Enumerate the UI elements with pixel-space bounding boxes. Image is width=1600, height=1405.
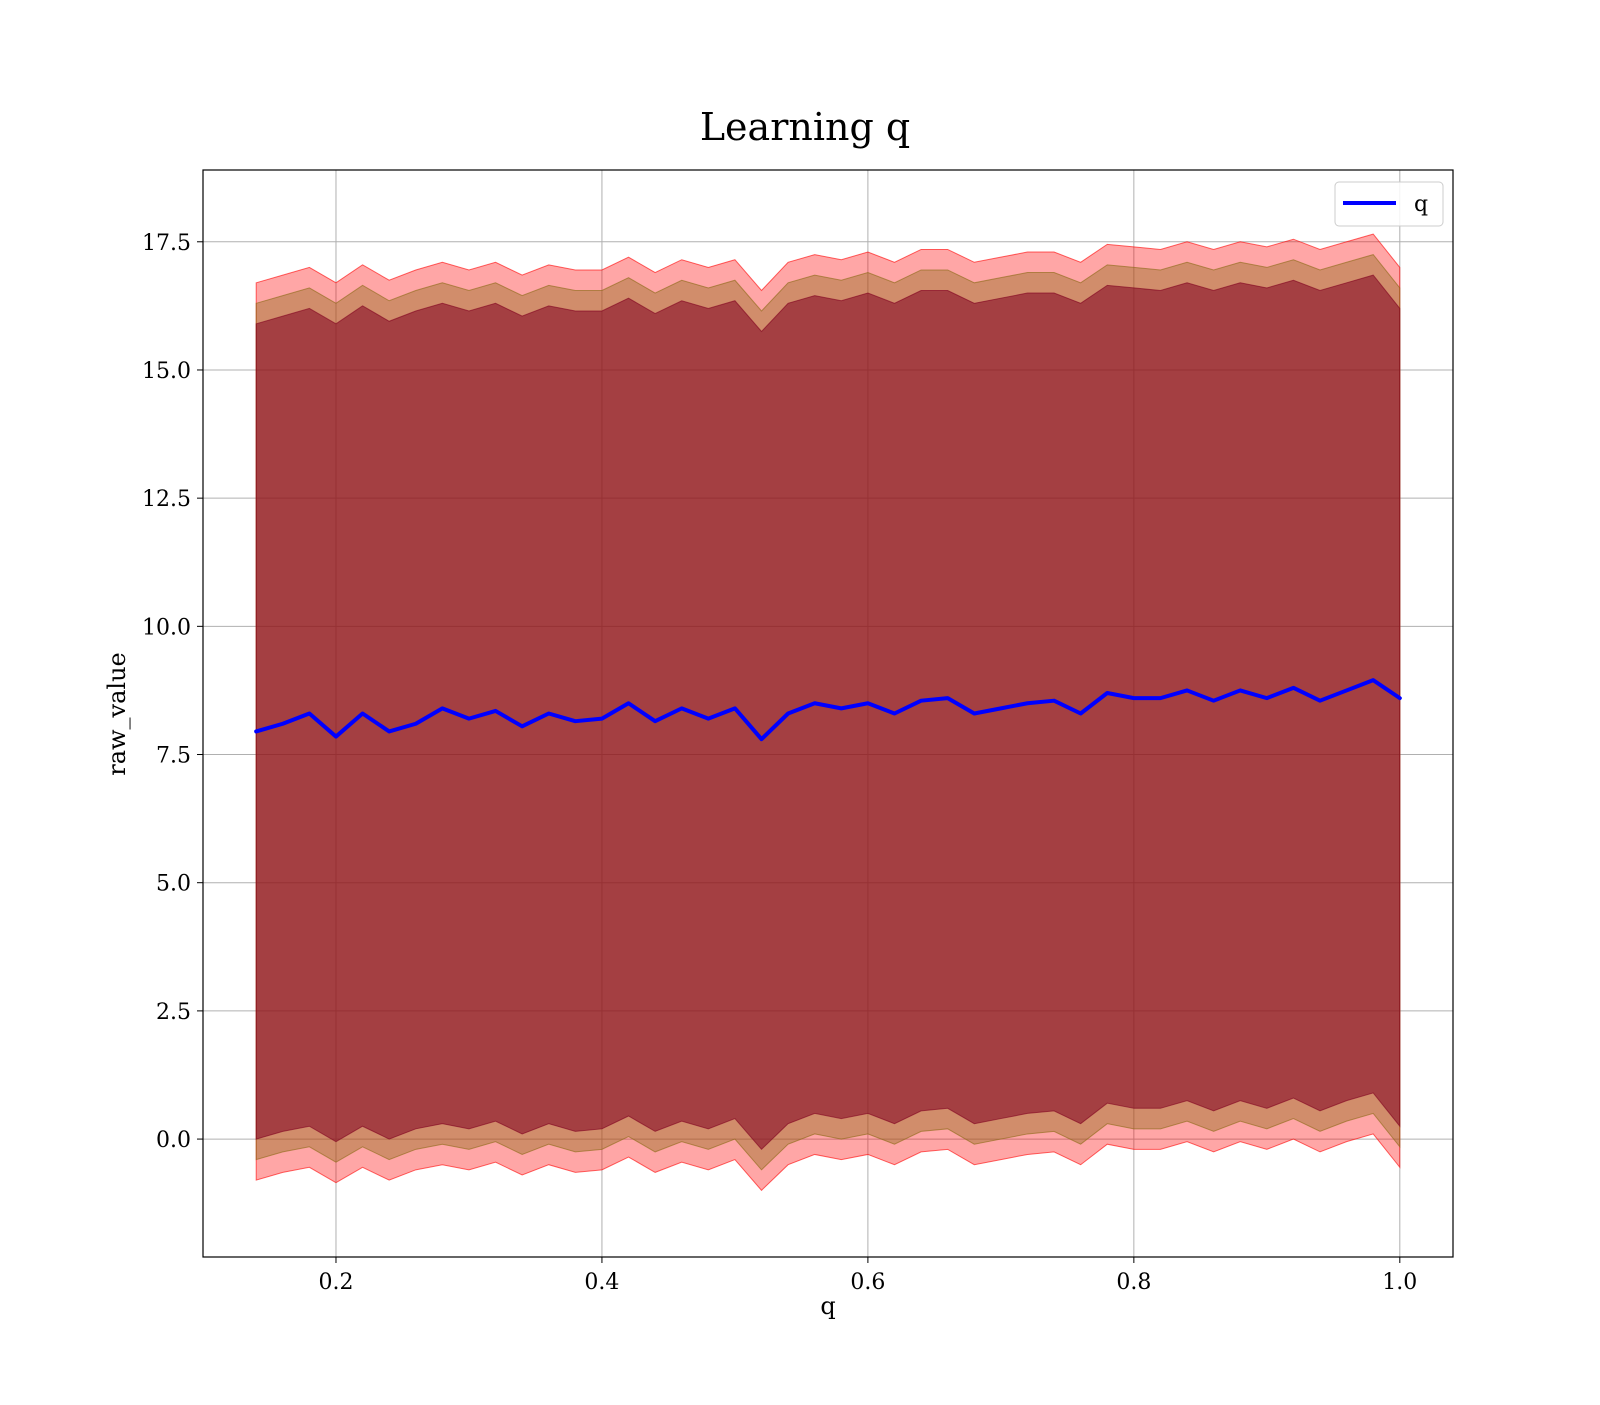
y-tick-label: 2.5 bbox=[156, 1000, 191, 1025]
x-tick-label: 0.8 bbox=[1116, 1270, 1151, 1295]
x-tick-label: 0.4 bbox=[584, 1270, 619, 1295]
y-axis-label: raw_value bbox=[103, 652, 131, 776]
y-tick-label: 5.0 bbox=[156, 872, 191, 897]
chart-title: Learning q bbox=[700, 105, 910, 149]
band-layer bbox=[255, 233, 1401, 1192]
y-tick-label: 7.5 bbox=[156, 744, 191, 769]
x-tick-label: 0.2 bbox=[318, 1270, 353, 1295]
plot-frame bbox=[202, 169, 1454, 1258]
band-inner bbox=[255, 274, 1401, 1151]
series-line-q bbox=[254, 678, 1402, 742]
y-tick-label: 0.0 bbox=[156, 1128, 191, 1153]
y-tick-label: 17.5 bbox=[142, 231, 191, 256]
y-tick-label: 10.0 bbox=[142, 615, 191, 640]
x-tick-label: 0.6 bbox=[850, 1270, 885, 1295]
y-tick-label: 12.5 bbox=[142, 487, 191, 512]
legend: q bbox=[1334, 181, 1444, 227]
x-tick-label: 1.0 bbox=[1382, 1270, 1417, 1295]
legend-label-q: q bbox=[1414, 192, 1428, 217]
x-axis-label: q bbox=[820, 1292, 835, 1320]
tick-layer: 0.2 0.4 0.6 0.8 1.0 0.0 2.5 5.0 7.5 10.0 12.5 15.0 1… bbox=[142, 231, 1417, 1295]
y-tick-label: 15.0 bbox=[142, 359, 191, 384]
line-layer bbox=[254, 678, 1402, 742]
